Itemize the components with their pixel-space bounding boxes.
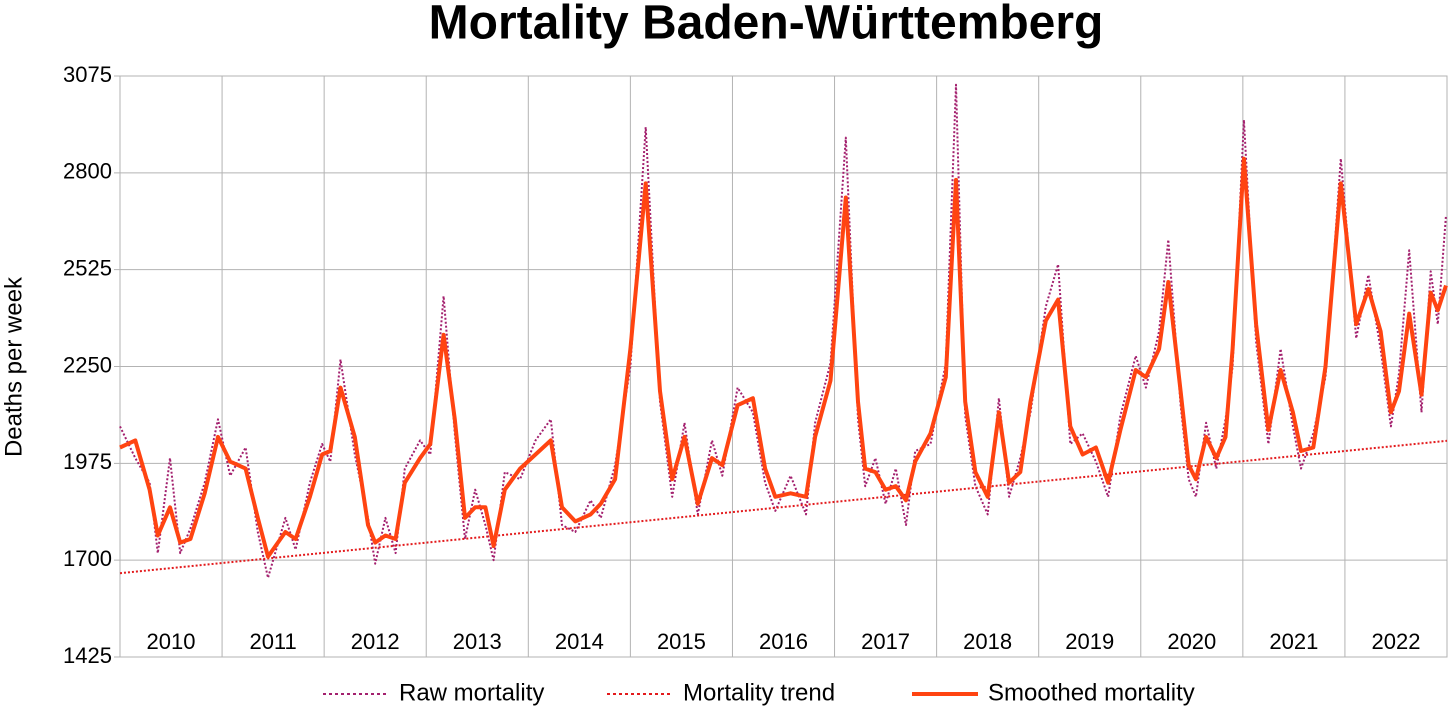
- y-tick-label: 2250: [63, 352, 112, 377]
- x-tick-label: 2010: [147, 629, 196, 654]
- y-tick-label: 1425: [63, 643, 112, 668]
- legend-label: Smoothed mortality: [988, 679, 1195, 706]
- y-tick-label: 3075: [63, 62, 112, 87]
- x-tick-label: 2012: [351, 629, 400, 654]
- y-axis-label: Deaths per week: [0, 276, 27, 457]
- x-tick-label: 2017: [861, 629, 910, 654]
- data-line: [119, 83, 1447, 579]
- legend-label: Mortality trend: [683, 679, 835, 706]
- x-tick-label: 2019: [1065, 629, 1114, 654]
- x-tick-label: 2022: [1371, 629, 1420, 654]
- y-tick-label: 1975: [63, 449, 112, 474]
- x-tick-label: 2011: [249, 629, 296, 654]
- y-tick-label: 2525: [63, 255, 112, 280]
- legend-label: Raw mortality: [399, 679, 544, 706]
- x-tick-label: 2021: [1269, 629, 1318, 654]
- x-tick-label: 2015: [657, 629, 706, 654]
- chart-title: Mortality Baden-Württemberg: [429, 0, 1104, 50]
- data-line: [119, 156, 1448, 559]
- x-tick-label: 2016: [759, 629, 808, 654]
- x-tick-label: 2013: [453, 629, 502, 654]
- x-tick-label: 2018: [963, 629, 1012, 654]
- y-tick-label: 2800: [63, 159, 112, 184]
- x-tick-label: 2020: [1167, 629, 1216, 654]
- x-tick-label: 2014: [555, 629, 604, 654]
- y-tick-label: 1700: [63, 546, 112, 571]
